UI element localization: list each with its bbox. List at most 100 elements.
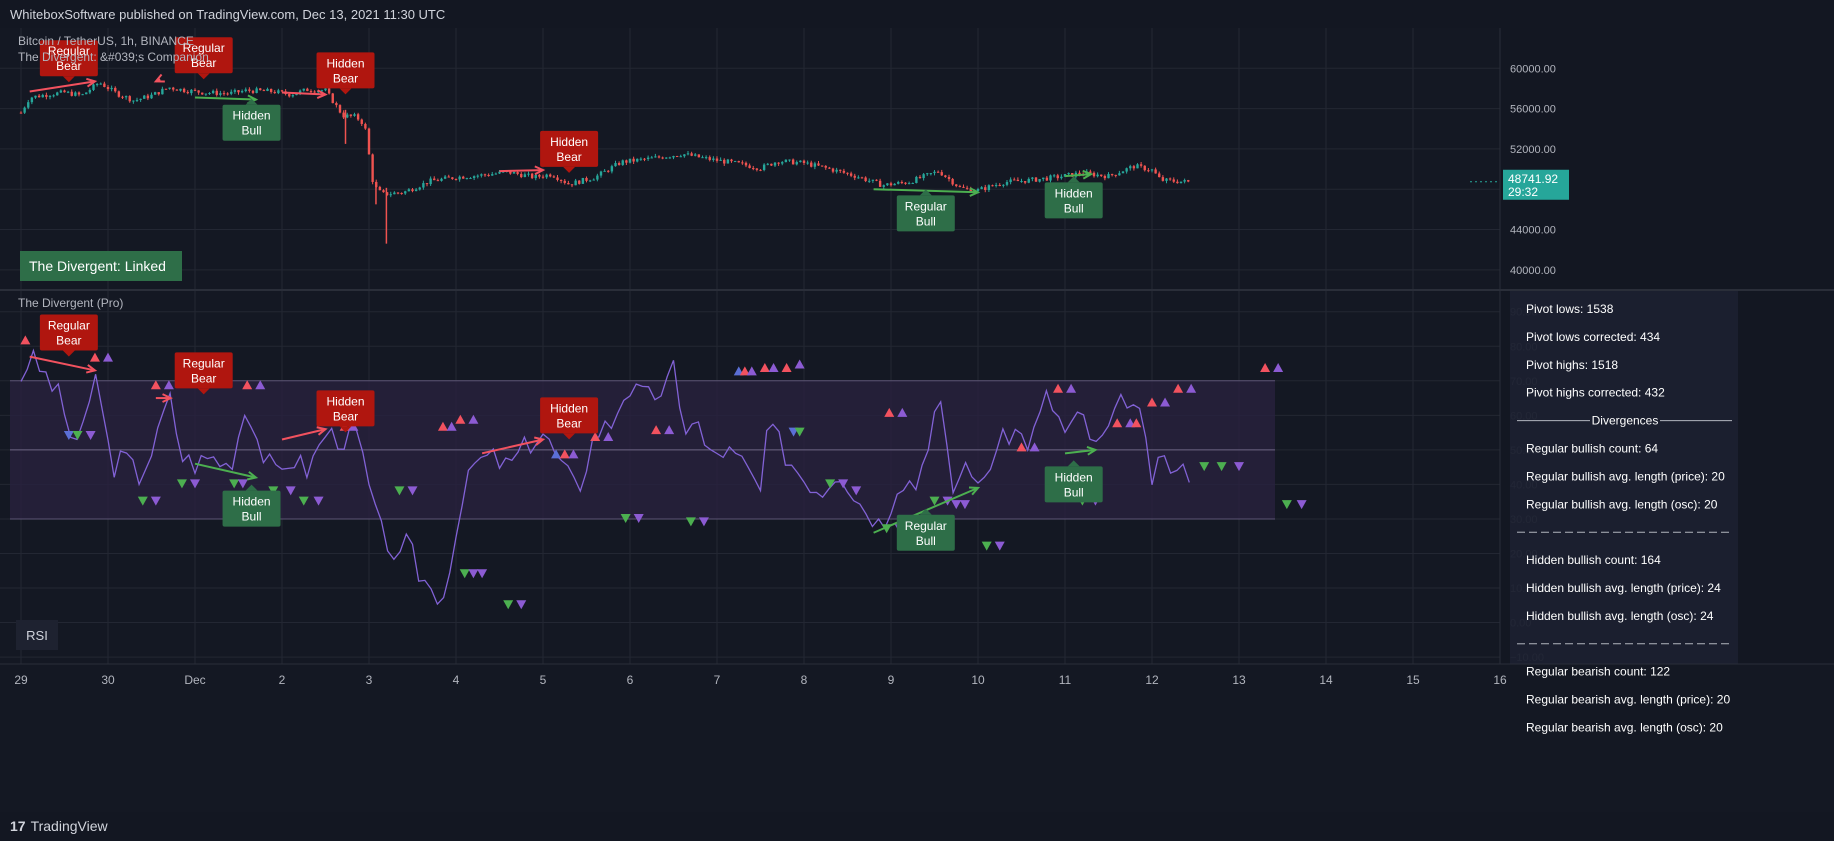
- tradingview-logo[interactable]: 17 TradingView: [10, 818, 108, 834]
- candle-body: [784, 159, 788, 163]
- candle-body: [248, 89, 251, 91]
- pivot-triangle: [994, 541, 1005, 551]
- divergence-label-line2: Bear: [556, 416, 581, 430]
- candle-body: [161, 88, 164, 95]
- candle-body: [947, 176, 951, 180]
- divergence-label-line2: Bull: [1064, 201, 1084, 215]
- pivot-triangle: [1173, 383, 1184, 393]
- pivot-triangle: [459, 569, 470, 579]
- divergence-label-line1: Hidden: [326, 56, 364, 70]
- candle-body: [766, 163, 769, 165]
- pivot-triangle: [1199, 462, 1210, 472]
- candle-body: [277, 90, 280, 94]
- candle-body: [99, 83, 102, 85]
- candle-body: [828, 167, 831, 169]
- candle-body: [907, 183, 911, 185]
- chart-svg[interactable]: 60000.0056000.0052000.0048000.0044000.00…: [0, 28, 1834, 812]
- candle-body: [770, 163, 773, 166]
- divergence-label-pointer: [339, 88, 352, 95]
- candle-body: [994, 185, 998, 187]
- candle-body: [520, 173, 523, 178]
- x-tick-label: 13: [1232, 673, 1246, 687]
- stats-table: Pivot lows: 1538 Pivot lows corrected: 43…: [1510, 291, 1738, 735]
- divergence-label-line2: Bear: [333, 71, 358, 85]
- candle-body: [987, 185, 991, 191]
- divergence-label-box: [540, 397, 599, 434]
- candle-body: [636, 158, 639, 162]
- divergence-label-line1: Hidden: [326, 394, 364, 408]
- price-divergence-arrow: [316, 89, 328, 99]
- pivot-triangle: [825, 479, 836, 489]
- candle-body: [922, 174, 925, 179]
- candle-body: [1089, 171, 1092, 173]
- last-price-value: 48741.92: [1508, 172, 1558, 186]
- candle-body: [599, 171, 603, 176]
- pivot-triangle: [176, 479, 187, 489]
- candle-body: [984, 187, 987, 191]
- divergence-label-line1: Regular: [183, 356, 225, 370]
- divergence-label-box: [1044, 182, 1103, 219]
- indicator-legend: The Divergent: &#039;s Companion: [18, 50, 209, 64]
- pivot-triangle: [1186, 383, 1197, 393]
- candle-body: [831, 168, 835, 172]
- candle-body: [454, 178, 458, 180]
- pivot-triangle: [1016, 442, 1027, 452]
- pivot-triangle: [794, 359, 805, 369]
- candle-body: [1045, 177, 1049, 181]
- pivot-triangle: [313, 496, 324, 506]
- pivot-triangle: [559, 449, 570, 459]
- stats-row: Hidden bullish avg. length (price): 24: [1526, 581, 1721, 595]
- candle-body: [30, 97, 34, 103]
- candle-body: [135, 99, 139, 101]
- candle-body: [1139, 164, 1143, 166]
- price-divergence-arrow: [534, 165, 546, 176]
- candle-body: [918, 176, 922, 179]
- divergence-label-line2: Bull: [242, 510, 262, 524]
- candle-body: [733, 161, 737, 163]
- pivot-triangle: [1066, 383, 1077, 393]
- candle-body: [545, 174, 548, 178]
- candle-body: [48, 96, 52, 98]
- price-tick-label: 40000.00: [1510, 265, 1556, 277]
- candle-body: [407, 189, 411, 192]
- divergence-label-box: [316, 52, 375, 89]
- candle-body: [1078, 172, 1081, 175]
- candle-body: [871, 179, 875, 181]
- candle-body: [487, 174, 490, 176]
- divergence-label-pointer: [1067, 176, 1080, 183]
- candle-body: [1103, 175, 1107, 179]
- candle-body: [88, 89, 92, 93]
- candle-body: [190, 89, 193, 94]
- x-tick-label: 29: [14, 673, 28, 687]
- x-tick-label: 30: [101, 673, 115, 687]
- candle-body: [74, 92, 77, 96]
- pivot-triangle: [959, 500, 970, 510]
- candle-body: [396, 192, 400, 194]
- pivot-triangle: [1160, 397, 1171, 407]
- price-tick-label: 56000.00: [1510, 104, 1556, 116]
- candle-body: [958, 186, 962, 188]
- rsi-divergence-line: [1064, 448, 1096, 455]
- candle-body: [588, 180, 592, 182]
- candle-body: [1100, 174, 1103, 176]
- chart-area[interactable]: 60000.0056000.0052000.0048000.0044000.00…: [0, 28, 1834, 812]
- pivot-triangle: [1273, 362, 1284, 372]
- candle-body: [820, 165, 824, 167]
- candle-body: [882, 185, 885, 187]
- pivot-triangle: [620, 513, 631, 523]
- pivot-triangle: [951, 500, 962, 510]
- candle-body: [92, 84, 95, 90]
- candle-body: [657, 156, 661, 158]
- candle-body: [926, 173, 929, 175]
- publisher-line: WhiteboxSoftware published on TradingVie…: [10, 7, 446, 22]
- stats-table-background: [1510, 291, 1738, 664]
- x-tick-label: 9: [888, 673, 895, 687]
- candle-body: [251, 90, 255, 93]
- pivot-triangle: [739, 366, 750, 376]
- candle-body: [335, 103, 338, 106]
- candle-body: [915, 176, 918, 183]
